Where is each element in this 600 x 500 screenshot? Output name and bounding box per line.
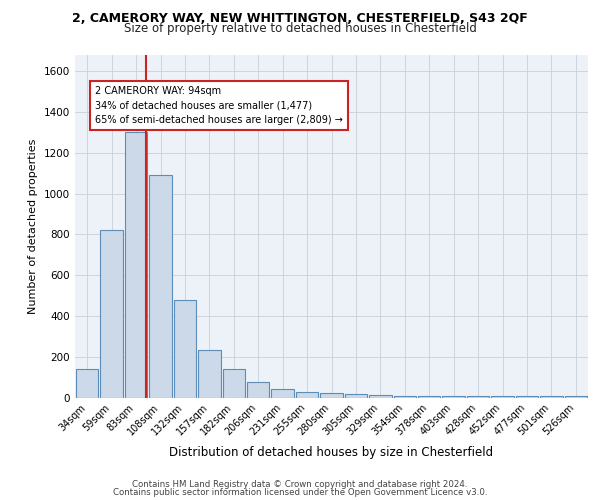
Bar bbox=[515, 396, 538, 398]
Bar bbox=[540, 396, 563, 398]
Bar bbox=[223, 369, 245, 398]
Bar bbox=[467, 396, 490, 398]
Bar bbox=[247, 382, 269, 398]
Bar bbox=[198, 350, 221, 398]
Bar bbox=[565, 396, 587, 398]
Text: Contains public sector information licensed under the Open Government Licence v3: Contains public sector information licen… bbox=[113, 488, 487, 497]
Y-axis label: Number of detached properties: Number of detached properties bbox=[28, 138, 38, 314]
Bar bbox=[149, 176, 172, 398]
Bar bbox=[394, 396, 416, 398]
Text: 2, CAMERORY WAY, NEW WHITTINGTON, CHESTERFIELD, S43 2QF: 2, CAMERORY WAY, NEW WHITTINGTON, CHESTE… bbox=[72, 12, 528, 25]
Bar bbox=[100, 230, 123, 398]
Bar bbox=[491, 396, 514, 398]
Bar bbox=[344, 394, 367, 398]
Bar bbox=[271, 389, 294, 398]
Bar bbox=[442, 396, 465, 398]
Bar bbox=[296, 392, 319, 398]
Bar bbox=[125, 132, 148, 398]
Bar bbox=[173, 300, 196, 398]
Bar bbox=[76, 369, 98, 398]
Text: Contains HM Land Registry data © Crown copyright and database right 2024.: Contains HM Land Registry data © Crown c… bbox=[132, 480, 468, 489]
Text: Size of property relative to detached houses in Chesterfield: Size of property relative to detached ho… bbox=[124, 22, 476, 35]
X-axis label: Distribution of detached houses by size in Chesterfield: Distribution of detached houses by size … bbox=[169, 446, 494, 458]
Bar bbox=[418, 396, 440, 398]
Text: 2 CAMERORY WAY: 94sqm
34% of detached houses are smaller (1,477)
65% of semi-det: 2 CAMERORY WAY: 94sqm 34% of detached ho… bbox=[95, 86, 343, 125]
Bar bbox=[320, 393, 343, 398]
Bar bbox=[369, 396, 392, 398]
